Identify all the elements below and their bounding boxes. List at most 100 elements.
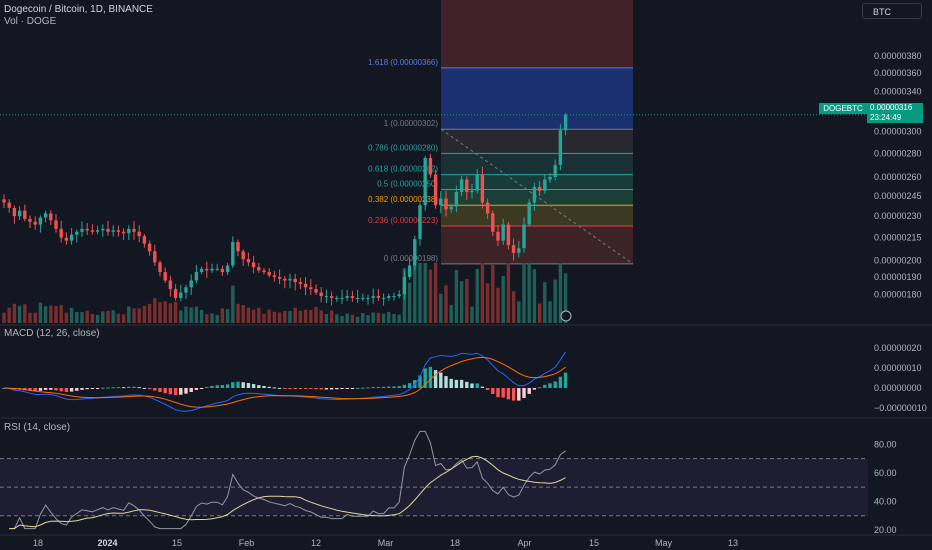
- macd-histogram-bar: [548, 383, 552, 388]
- candle: [194, 272, 199, 281]
- volume-bar: [59, 305, 63, 323]
- volume-bar: [381, 313, 386, 323]
- macd-histogram-bar: [387, 386, 391, 388]
- candle: [392, 296, 396, 298]
- candle: [54, 220, 58, 229]
- macd-histogram-bar: [173, 388, 178, 396]
- volume-bar: [392, 313, 396, 323]
- macd-histogram-bar: [246, 383, 251, 388]
- last-price-value: 0.00000316: [870, 103, 913, 112]
- volume-bar: [231, 285, 235, 323]
- candle: [158, 262, 162, 273]
- time-tick-label: 15: [172, 538, 182, 548]
- candle: [319, 292, 323, 297]
- candle: [225, 265, 230, 273]
- macd-histogram-bar: [28, 388, 32, 391]
- volume-bar: [506, 263, 511, 323]
- candle: [491, 213, 495, 232]
- volume-bar: [428, 269, 433, 323]
- candle: [64, 237, 69, 241]
- volume-bar: [371, 312, 375, 323]
- time-tick-label: Mar: [378, 538, 394, 548]
- candle: [418, 205, 422, 240]
- volume-bar: [189, 307, 193, 323]
- fib-level-label: 0.236 (0.00000223): [368, 216, 438, 225]
- macd-histogram-bar: [392, 386, 396, 388]
- volume-bar: [553, 279, 557, 323]
- candle: [459, 179, 464, 193]
- candle: [423, 157, 427, 206]
- volume-bar: [303, 309, 308, 323]
- volume-bar: [563, 273, 568, 323]
- candle: [12, 207, 17, 217]
- candle: [350, 296, 355, 298]
- candle: [480, 174, 485, 203]
- candle: [340, 297, 344, 299]
- macd-histogram-bar: [101, 387, 105, 389]
- candle: [277, 277, 282, 279]
- volume-bar: [153, 298, 157, 323]
- price-candles: [2, 112, 568, 306]
- volume-bar: [33, 312, 37, 323]
- time-tick-label: 15: [589, 538, 599, 548]
- macd-histogram-bar: [480, 386, 485, 388]
- macd-histogram-bar: [376, 386, 381, 388]
- macd-histogram-bar: [153, 388, 157, 391]
- volume-bar: [225, 309, 230, 323]
- volume-bar: [532, 269, 537, 323]
- volume-bar: [236, 303, 240, 323]
- macd-histogram-bar: [80, 388, 84, 390]
- candle: [215, 268, 219, 270]
- volume-bar: [407, 282, 412, 323]
- macd-histogram-bar: [267, 386, 271, 388]
- macd-histogram-bar: [511, 388, 516, 401]
- macd-histogram-bar: [563, 372, 568, 388]
- candle: [179, 292, 183, 298]
- fib-level-label: 0 (0.00000198): [384, 254, 439, 263]
- candle: [7, 202, 11, 208]
- candle: [85, 228, 89, 231]
- candle: [199, 268, 204, 273]
- macd-histogram-bar: [189, 388, 193, 392]
- price-tick-label: 0.00000380: [874, 51, 922, 61]
- volume-bar: [324, 313, 329, 323]
- macd-histogram-bar: [444, 376, 448, 388]
- candle: [465, 179, 469, 193]
- volume-bar: [75, 312, 79, 323]
- fibonacci-retracement[interactable]: 1.618 (0.00000366) 1 (0.00000302) 0.786 (0…: [368, 0, 634, 265]
- candle: [23, 210, 27, 219]
- candle: [371, 296, 375, 298]
- macd-histogram-bar: [231, 382, 235, 388]
- candle: [163, 272, 167, 281]
- candle: [210, 268, 214, 271]
- time-tick-label: 12: [311, 538, 321, 548]
- candle: [184, 287, 188, 293]
- candle: [262, 270, 266, 273]
- volume-bar: [205, 314, 209, 323]
- candle: [90, 230, 95, 232]
- volume-bar: [537, 303, 542, 323]
- rsi-tick-label: 20.00: [874, 525, 897, 535]
- volume-bar: [444, 285, 448, 323]
- volume-bar: [459, 281, 464, 323]
- volume-bar: [272, 311, 277, 323]
- candle: [38, 217, 43, 225]
- macd-histogram-bar: [454, 379, 459, 388]
- candle: [101, 228, 105, 231]
- fib-zone: [441, 129, 633, 154]
- candle: [241, 251, 245, 260]
- volume-bar: [90, 313, 95, 323]
- candle: [553, 164, 557, 178]
- macd-histogram-bar: [75, 388, 79, 391]
- macd-histogram-bar: [64, 388, 69, 392]
- candle: [496, 231, 500, 241]
- volume-bar: [485, 283, 490, 323]
- volume-bar: [85, 310, 89, 323]
- volume-bar: [137, 308, 141, 323]
- currency-selector[interactable]: BTC: [862, 3, 922, 19]
- candle: [439, 198, 443, 206]
- candle: [485, 202, 490, 214]
- macd-histogram-bar: [220, 385, 225, 388]
- candle: [303, 283, 308, 288]
